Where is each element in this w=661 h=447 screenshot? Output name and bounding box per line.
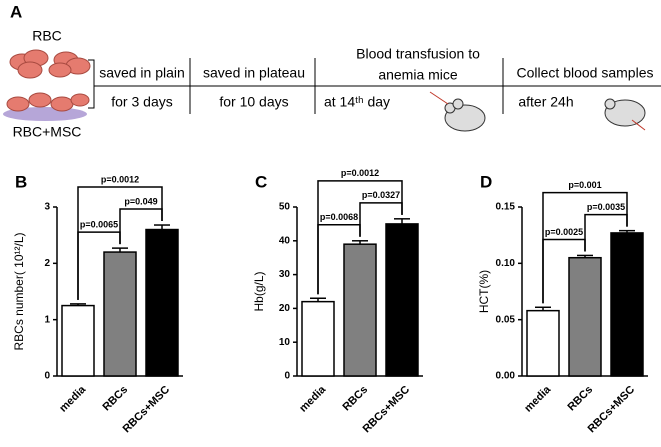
panel-label: C — [255, 172, 267, 191]
y-tick-label: 1 — [44, 314, 50, 325]
p-value: p=0.0065 — [80, 219, 118, 229]
p-value: p=0.0035 — [587, 202, 625, 212]
x-tick-label: RBCs — [566, 384, 596, 414]
separators — [189, 58, 504, 114]
bar — [568, 256, 602, 377]
y-axis-label: Hb(g/L) — [252, 271, 266, 311]
y-tick-label: 0.10 — [496, 258, 516, 269]
bracket — [88, 59, 95, 109]
y-tick-label: 50 — [279, 202, 291, 213]
rbc-msc-icon — [3, 92, 90, 121]
panel-label: D — [480, 172, 492, 191]
x-tick-label: media — [522, 383, 554, 415]
x-tick-label: media — [297, 383, 329, 415]
p-value: p=0.0068 — [320, 212, 358, 222]
mouse-icon — [429, 91, 646, 132]
y-tick-label: 2 — [44, 258, 50, 269]
bar — [610, 232, 644, 377]
bar — [301, 300, 335, 377]
y-tick-label: 40 — [279, 235, 291, 246]
step-text: anemia mice — [378, 67, 458, 83]
p-value: p=0.001 — [568, 180, 601, 190]
y-axis-label: RBCs number( 10¹²/L) — [12, 232, 26, 350]
bar — [343, 243, 377, 377]
step-text: saved in plain — [99, 65, 185, 81]
step-text: saved in plateau — [203, 65, 305, 81]
bar — [145, 228, 179, 377]
y-tick-label: 0 — [284, 371, 290, 382]
significance-bracket — [77, 186, 163, 300]
bar — [385, 223, 419, 377]
p-value: p=0.0025 — [545, 227, 583, 237]
panel-label: B — [15, 172, 27, 191]
significance-bracket — [317, 180, 403, 295]
step-text: Collect blood samples — [517, 65, 654, 81]
step-text: Blood transfusion to — [356, 46, 480, 62]
p-value: p=0.049 — [124, 196, 157, 206]
bar — [526, 309, 560, 377]
y-tick-label: 20 — [279, 303, 291, 314]
rbc-icon — [9, 49, 91, 79]
cell-label: RBC — [32, 28, 62, 44]
cell-label: RBC+MSC — [13, 124, 82, 140]
y-tick-label: 0 — [44, 371, 50, 382]
y-tick-label: 30 — [279, 269, 291, 280]
step-text: at 14ᵗʰ day — [324, 94, 390, 110]
bar — [103, 251, 137, 377]
y-axis-label: HCT(%) — [477, 270, 491, 313]
y-tick-label: 10 — [279, 337, 291, 348]
p-value: p=0.0012 — [101, 174, 139, 184]
x-tick-label: RBCs — [101, 384, 131, 414]
step-text: for 3 days — [111, 94, 172, 110]
p-value: p=0.0012 — [341, 168, 379, 178]
bar — [61, 304, 95, 377]
p-value: p=0.0327 — [362, 190, 400, 200]
panel-label: A — [10, 2, 22, 21]
step-text: for 10 days — [219, 94, 288, 110]
y-tick-label: 3 — [44, 202, 50, 213]
x-tick-label: RBCs — [341, 384, 371, 414]
y-tick-label: 0.00 — [496, 371, 516, 382]
y-tick-label: 0.15 — [496, 202, 516, 213]
y-tick-label: 0.05 — [496, 314, 516, 325]
significance-bracket — [542, 191, 628, 304]
x-tick-label: media — [57, 383, 89, 415]
step-text: after 24h — [518, 94, 573, 110]
